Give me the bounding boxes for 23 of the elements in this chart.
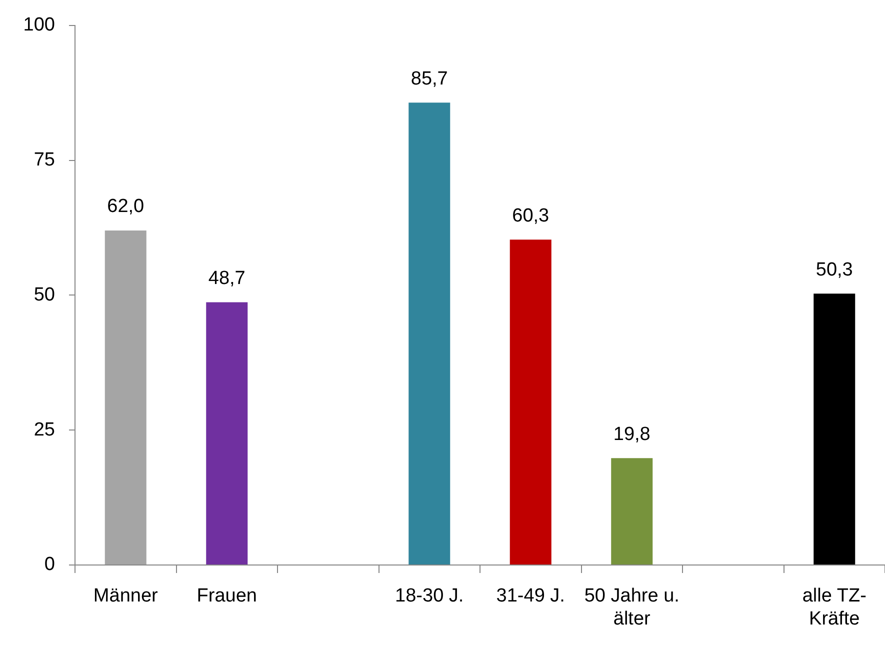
data-label: 62,0 — [107, 196, 144, 218]
x-tick-label: Männer — [93, 586, 159, 607]
data-label: 50,3 — [816, 259, 853, 280]
bar — [206, 302, 248, 564]
y-tick-label: 75 — [34, 150, 55, 171]
y-tick-label: 0 — [44, 554, 55, 576]
x-tick-label: Frauen — [196, 586, 257, 607]
bar — [104, 230, 146, 564]
y-tick-label: 50 — [34, 284, 55, 306]
x-tick-label: alle TZ-Kräfte — [802, 586, 866, 630]
x-tick-label: 50 Jahre u. älter — [584, 586, 680, 630]
bar — [814, 294, 856, 564]
data-label: 19,8 — [613, 424, 650, 445]
bar — [408, 102, 450, 564]
x-tick-label: 18-30 J. — [395, 586, 464, 607]
bar — [510, 240, 552, 564]
data-label: 60,3 — [512, 205, 550, 226]
x-tick-label: 31-49 J. — [496, 586, 565, 607]
bar — [611, 458, 653, 564]
y-tick-label: 25 — [34, 419, 55, 440]
data-label: 85,7 — [410, 68, 448, 90]
y-tick-label: 100 — [23, 14, 55, 36]
data-label: 48,7 — [208, 268, 246, 289]
